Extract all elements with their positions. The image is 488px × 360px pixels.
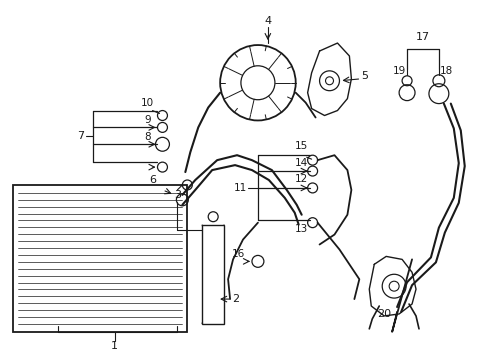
Text: 12: 12 (294, 174, 307, 184)
Text: 5: 5 (360, 71, 367, 81)
Text: 9: 9 (144, 116, 151, 126)
Text: 3: 3 (174, 190, 181, 200)
Text: 17: 17 (415, 32, 429, 42)
Text: 19: 19 (392, 66, 405, 76)
Text: 8: 8 (144, 132, 151, 142)
Text: 2: 2 (232, 294, 239, 304)
Text: 7: 7 (77, 131, 84, 141)
Text: 13: 13 (294, 224, 307, 234)
Text: 18: 18 (439, 66, 452, 76)
Text: 1: 1 (111, 341, 118, 351)
Text: 16: 16 (231, 249, 244, 260)
Bar (202, 225, 224, 324)
Text: 15: 15 (294, 141, 307, 151)
Text: 4: 4 (264, 16, 271, 26)
Text: 11: 11 (233, 183, 246, 193)
Text: 20: 20 (376, 309, 390, 319)
Text: 10: 10 (141, 98, 154, 108)
Text: 14: 14 (294, 158, 307, 168)
Bar (13, 185, 187, 332)
Text: 6: 6 (149, 175, 156, 185)
